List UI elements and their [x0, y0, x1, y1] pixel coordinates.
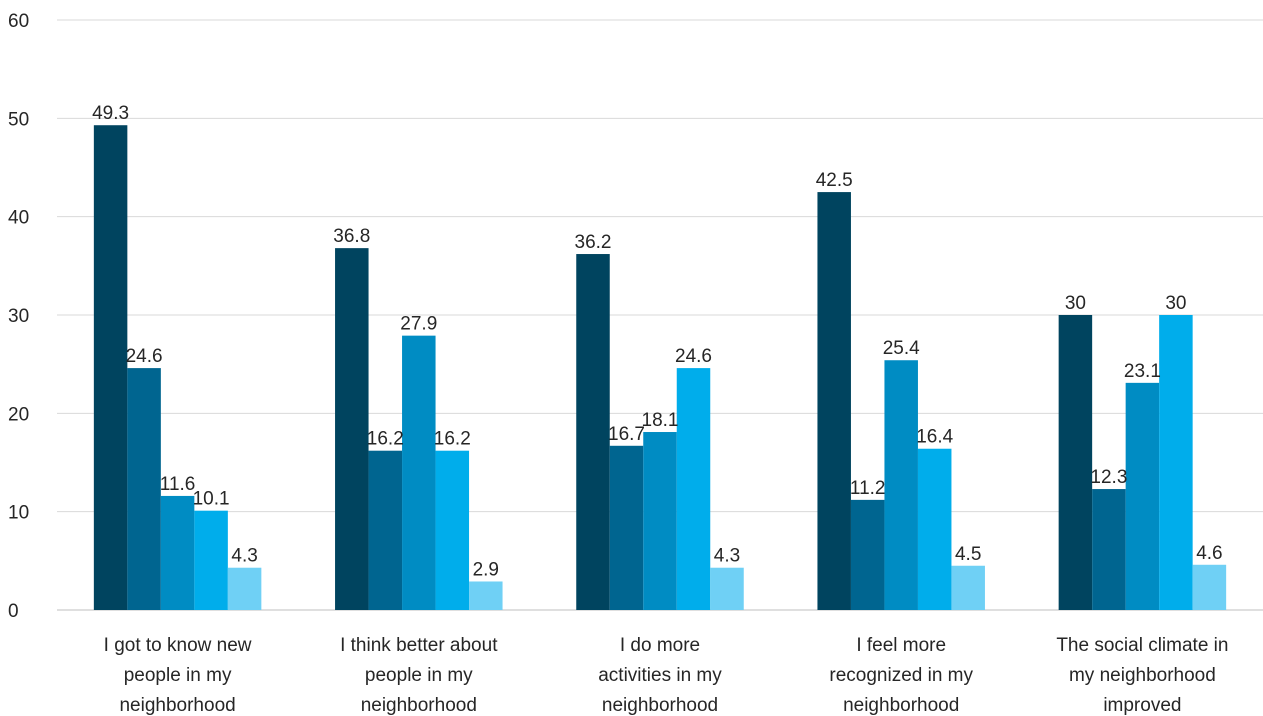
- data-label: 16.7: [608, 424, 645, 445]
- bar: [335, 248, 369, 610]
- bar: [643, 432, 677, 610]
- data-label: 25.4: [883, 338, 920, 359]
- data-label: 11.6: [160, 474, 196, 495]
- x-category-label: activities in my: [598, 665, 722, 686]
- bar: [227, 567, 262, 610]
- bar: [609, 445, 644, 610]
- data-label: 12.3: [1090, 467, 1127, 488]
- y-tick-label: 60: [8, 11, 29, 32]
- x-category-label: I do more: [620, 635, 700, 656]
- bar: [93, 125, 128, 610]
- y-tick-label: 20: [8, 404, 29, 425]
- data-label: 11.2: [850, 478, 886, 499]
- bar: [1125, 382, 1160, 610]
- bar: [368, 450, 403, 610]
- data-label: 24.6: [126, 346, 163, 367]
- data-labels: 49.3 24.6 11.610.1 4.3 36.8 16.2 27.9 16.2 2.9 36…: [92, 103, 1223, 580]
- bar: [402, 335, 436, 610]
- data-label: 2.9: [473, 559, 499, 580]
- data-label: 4.3: [714, 546, 740, 567]
- data-label: 4.6: [1196, 543, 1222, 564]
- x-category-label: neighborhood: [843, 695, 959, 716]
- bar: [194, 510, 228, 610]
- bar: [917, 448, 952, 610]
- data-label: 27.9: [400, 314, 437, 335]
- gridlines: [57, 19, 1263, 611]
- data-label: 49.3: [92, 103, 129, 124]
- data-label: 36.2: [575, 232, 612, 253]
- y-tick-label: 10: [8, 503, 29, 524]
- data-label: 4.3: [231, 546, 257, 567]
- x-category-label: improved: [1103, 695, 1181, 716]
- bar: [160, 495, 195, 610]
- bar: [127, 368, 161, 610]
- data-label: 24.6: [675, 346, 712, 367]
- y-tick-label: 50: [8, 109, 29, 130]
- bar: [1058, 315, 1093, 610]
- bar: [1092, 489, 1126, 610]
- y-tick-label: 30: [8, 306, 29, 327]
- x-category-label: recognized in my: [829, 665, 973, 686]
- y-tick-label: 0: [8, 601, 19, 622]
- x-category-label: neighborhood: [602, 695, 718, 716]
- x-category-label: neighborhood: [119, 695, 235, 716]
- data-label: 16.4: [916, 427, 953, 448]
- bar: [1192, 564, 1227, 610]
- data-label: 16.2: [367, 429, 404, 450]
- bar: [676, 368, 711, 610]
- bar: [850, 499, 885, 610]
- data-label: 4.5: [955, 544, 981, 565]
- x-category-label: I think better about: [340, 635, 498, 656]
- x-category-label: I feel more: [856, 635, 946, 656]
- bar: [469, 581, 503, 610]
- x-category-label: my neighborhood: [1069, 665, 1216, 686]
- y-axis-ticks: 0 10 20 30 40 50 60: [8, 11, 29, 622]
- bar: [884, 360, 918, 610]
- x-category-label: neighborhood: [361, 695, 477, 716]
- data-label: 30: [1065, 293, 1086, 314]
- x-category-label: I got to know new: [104, 635, 252, 656]
- bar: [951, 565, 985, 610]
- bar: [710, 567, 744, 610]
- data-label: 30: [1165, 293, 1186, 314]
- y-tick-label: 40: [8, 208, 29, 229]
- data-label: 18.1: [642, 410, 679, 431]
- bar: [435, 450, 470, 610]
- data-label: 23.1: [1124, 361, 1161, 382]
- bar: [1159, 315, 1193, 610]
- data-label: 16.2: [434, 429, 471, 450]
- x-category-label: people in my: [124, 665, 232, 686]
- bar: [817, 192, 851, 611]
- x-category-label: The social climate in: [1056, 635, 1228, 656]
- x-category-label: people in my: [365, 665, 473, 686]
- x-axis-categories: I got to know new people in my neighborhoo…: [104, 635, 1229, 716]
- bars: [93, 125, 1227, 611]
- bar: [576, 254, 610, 611]
- data-label: 36.8: [333, 226, 370, 247]
- data-label: 10.1: [193, 489, 230, 510]
- data-label: 42.5: [816, 170, 853, 191]
